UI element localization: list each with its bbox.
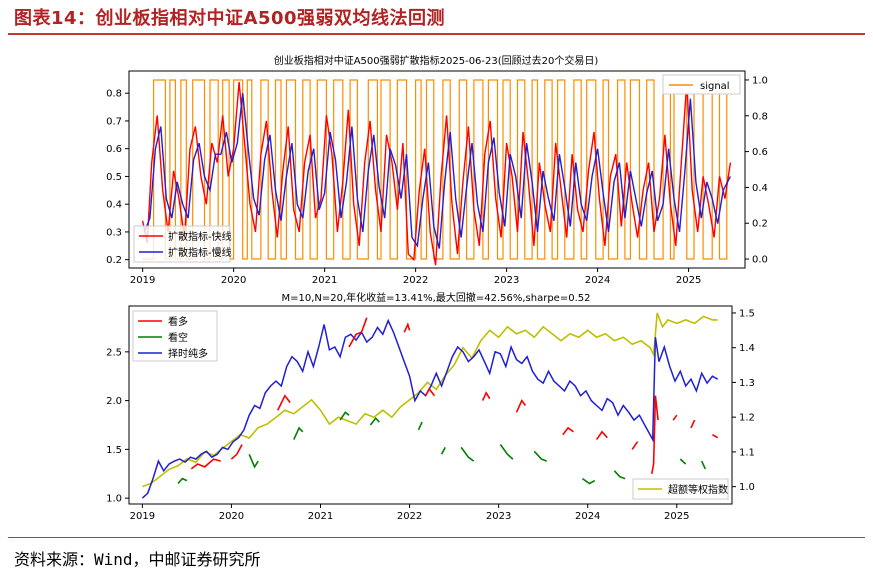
long-segment (562, 426, 574, 436)
y-left-tick-label: 1.0 (106, 494, 122, 505)
timing-long-line (141, 318, 719, 499)
long-segment (424, 387, 436, 397)
y-right-tick-label: 0.2 (752, 219, 768, 230)
long-segment (651, 395, 659, 474)
long-segment (595, 430, 608, 441)
excess-index-line (142, 312, 718, 488)
y-left-tick-label: 0.2 (106, 255, 122, 266)
title-rule (8, 33, 865, 35)
y-left-tick-label: 2.5 (106, 347, 122, 358)
x-tick-label: 2025 (664, 511, 689, 522)
legend-timing-label: 择时纯多 (168, 347, 208, 360)
y-left-tick-label: 0.6 (106, 144, 122, 155)
short-segment (700, 460, 707, 470)
footer-rule (8, 537, 865, 538)
y-right-tick-label: 0.8 (752, 111, 768, 122)
y-right-tick-label: 1.3 (739, 378, 755, 389)
signal-line (142, 79, 732, 260)
y-right-tick-label: 1.1 (739, 447, 755, 458)
long-segment (690, 419, 696, 429)
short-segment (248, 453, 259, 469)
long-segment (348, 317, 368, 348)
slow-line (143, 93, 732, 249)
top-axes: 2019 2020 2021 2022 2023 2024 2025 0.2 0.3 0.4 0.5… (106, 75, 768, 286)
bottom-legend-lines: 看多 看空 择时纯多 (132, 310, 218, 362)
x-tick-label: 2019 (130, 511, 155, 522)
x-tick-label: 2023 (486, 511, 511, 522)
x-tick-label: 2023 (494, 275, 519, 286)
short-segment (533, 450, 547, 462)
legend-signal-label: signal (700, 81, 730, 92)
y-right-tick-label: 1.5 (739, 308, 755, 319)
y-right-tick-label: 1.2 (739, 413, 755, 424)
x-tick-label: 2024 (585, 275, 610, 286)
short-segment (499, 444, 514, 460)
x-tick-label: 2021 (308, 511, 333, 522)
legend-excess-label: 超额等权指数 (668, 483, 728, 496)
long-segment (190, 458, 221, 470)
long-segment (712, 434, 719, 439)
long-segment (403, 322, 411, 333)
y-right-tick-label: 1.0 (752, 75, 768, 86)
short-segment (369, 416, 380, 426)
top-plot-area (141, 79, 732, 266)
legend-long-label: 看多 (168, 315, 188, 328)
y-left-tick-label: 2.0 (106, 396, 122, 407)
bottom-axes: 2019 2020 2021 2022 2023 2024 2025 1.0 1.5 2.0 2.5… (106, 308, 755, 522)
y-right-tick-label: 0.0 (752, 255, 768, 266)
top-chart-title: 创业板指相对中证A500强弱扩散指标2025-06-23(回顾过去20个交易日) (274, 54, 599, 67)
legend-short-label: 看空 (168, 331, 188, 344)
long-segment (481, 391, 491, 401)
y-left-tick-label: 0.4 (106, 200, 122, 211)
x-tick-label: 2021 (312, 275, 337, 286)
x-tick-label: 2022 (397, 511, 422, 522)
legend-slow-label: 扩散指标-慢线 (168, 246, 232, 259)
x-tick-label: 2020 (219, 511, 244, 522)
x-tick-label: 2020 (221, 275, 246, 286)
y-right-tick-label: 1.4 (739, 343, 755, 354)
x-tick-label: 2019 (130, 275, 155, 286)
long-segment (672, 414, 678, 421)
legend-fast-label: 扩散指标-快线 (168, 230, 232, 243)
top-legend-signal: signal (662, 74, 741, 95)
top-legend-lines: 扩散指标-快线 扩散指标-慢线 (133, 225, 232, 263)
short-segment (293, 426, 304, 440)
y-left-tick-label: 0.3 (106, 227, 122, 238)
y-right-tick-label: 1.0 (739, 482, 755, 493)
y-left-tick-label: 0.7 (106, 116, 122, 127)
x-tick-label: 2025 (676, 275, 701, 286)
y-left-tick-label: 0.8 (106, 89, 122, 100)
bottom-chart-title: M=10,N=20,年化收益=13.41%,最大回撤=42.56%,sharpe… (282, 291, 591, 304)
bottom-plot-frame (128, 305, 733, 505)
source-note: 资料来源：Wind，中邮证券研究所 (14, 550, 261, 569)
figure-title: 图表14：创业板指相对中证A500强弱双均线法回测 (14, 8, 446, 29)
short-segment (440, 447, 446, 455)
long-segment (631, 441, 639, 450)
x-tick-label: 2022 (403, 275, 428, 286)
bottom-legend-excess: 超额等权指数 (632, 478, 729, 500)
y-left-tick-label: 1.5 (106, 445, 122, 456)
long-segment (230, 444, 243, 460)
bottom-plot-area (141, 312, 719, 499)
short-segment (339, 411, 350, 421)
long-segment (515, 399, 527, 413)
short-segment (177, 477, 188, 485)
short-segment (613, 470, 626, 480)
x-tick-label: 2024 (575, 511, 600, 522)
y-right-tick-label: 0.4 (752, 183, 768, 194)
top-plot-frame (128, 70, 746, 269)
short-segment (581, 477, 596, 485)
short-segment (679, 458, 687, 465)
fast-line (141, 82, 732, 266)
short-segment (417, 421, 423, 431)
y-left-tick-label: 0.5 (106, 172, 122, 183)
long-segment (276, 394, 291, 411)
short-segment (460, 446, 475, 462)
y-right-tick-label: 0.6 (752, 147, 768, 158)
